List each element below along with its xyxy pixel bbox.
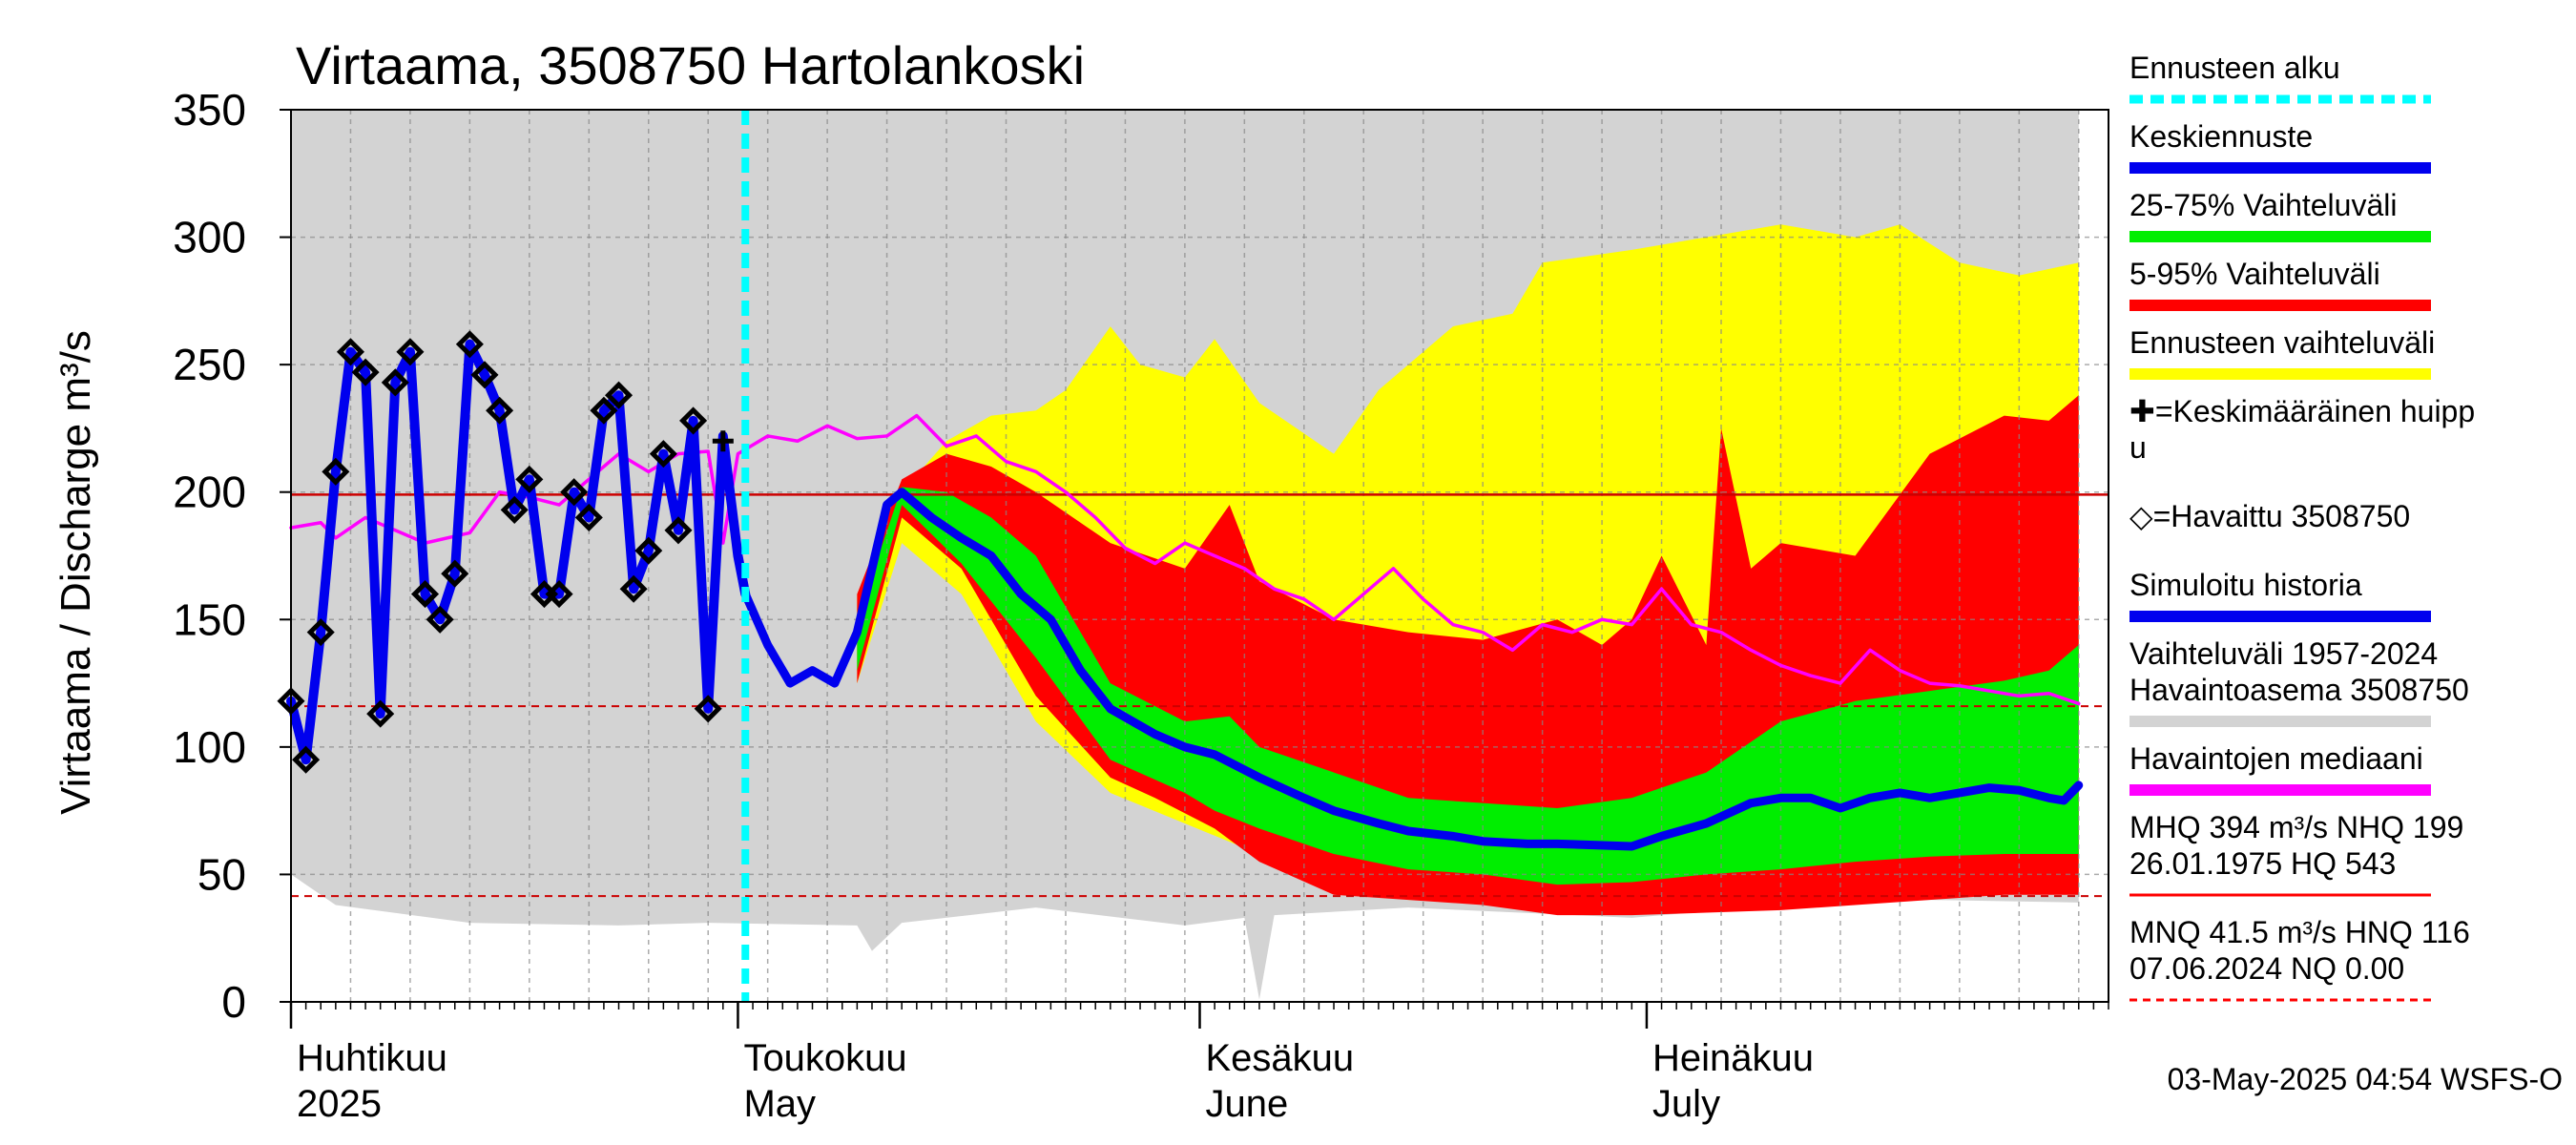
month-label-en: 2025 [297,1083,382,1125]
simulated-history-line [286,339,751,765]
observed-point [441,559,469,588]
y-tick-label: 300 [173,213,246,262]
legend-label: 26.01.1975 HQ 543 [2129,846,2396,881]
observed-point [500,495,529,524]
y-tick-label: 150 [173,594,246,644]
legend-label: MHQ 394 m³/s NHQ 199 [2129,810,2463,844]
observed-point [366,699,395,728]
y-tick-label: 0 [221,977,246,1027]
mean-peak-marker [712,430,734,452]
legend-label: 25-75% Vaihteluväli [2129,188,2397,222]
observed-point [634,536,663,565]
observed-point [574,503,603,531]
observed-point [679,406,708,435]
observed-point [455,330,484,359]
band-25-75 [857,487,2079,885]
legend-label: Havaintoasema 3508750 [2129,673,2469,707]
legend-label: u [2129,430,2147,465]
legend-label: Ennusteen alku [2129,51,2340,85]
y-axis-ticks: 0 50 100 150 200 250 300 350 [173,85,291,1027]
observed-point [649,440,677,468]
legend-label: 5-95% Vaihteluväli [2129,257,2380,291]
observed-point [590,396,618,425]
observed-point [410,580,440,609]
month-label-en: July [1652,1083,1720,1125]
observed-point [486,396,514,425]
observed-point [336,338,364,366]
observed-point [664,516,693,545]
chart-title: Virtaama, 3508750 Hartolankoski [296,35,1085,95]
legend-label: ✚=Keskimääräinen huipp [2129,394,2475,428]
legend-label: Havaintojen mediaani [2129,741,2423,776]
observed-point [545,580,573,609]
observed-point [604,381,634,409]
observed-point [351,358,380,386]
observed-point [381,368,409,397]
month-label-fi: Heinäkuu [1652,1037,1814,1079]
timestamp: 03-May-2025 04:54 WSFS-O [2168,1062,2563,1096]
y-tick-label: 200 [173,468,246,517]
y-tick-label: 250 [173,340,246,389]
y-axis-label: Virtaama / Discharge m³/s [52,330,99,815]
observed-point [396,338,425,366]
observed-point [292,745,321,774]
observed-point [694,695,722,723]
month-label-fi: Toukokuu [743,1037,906,1079]
legend-label: 07.06.2024 NQ 0.00 [2129,951,2404,986]
month-label-fi: Kesäkuu [1206,1037,1355,1079]
plot-area [277,109,2109,1003]
y-tick-label: 100 [173,722,246,772]
y-tick-label: 50 [197,849,246,899]
month-label-en: May [743,1083,816,1125]
legend: Ennusteen alku Keskiennuste 25-75% Vaihtel… [2129,51,2475,1002]
observed-point [470,361,499,389]
legend-label: Keskiennuste [2129,119,2313,154]
legend-label: Simuloitu historia [2129,568,2362,602]
legend-label: ◇=Havaittu 3508750 [2129,499,2410,533]
mean-forecast-line [740,488,2084,851]
legend-label: MNQ 41.5 m³/s HNQ 116 [2129,915,2470,949]
month-label-en: June [1206,1083,1289,1125]
observed-point [619,574,648,603]
observed-point [322,457,350,486]
month-label-fi: Huhtikuu [297,1037,447,1079]
observed-point [515,465,544,493]
legend-label: Vaihteluväli 1957-2024 [2129,636,2438,671]
legend-label: Ennusteen vaihteluväli [2129,325,2435,360]
observed-point [560,478,589,507]
observed-point [306,618,335,647]
y-tick-label: 350 [173,85,246,135]
observed-point [426,605,454,634]
